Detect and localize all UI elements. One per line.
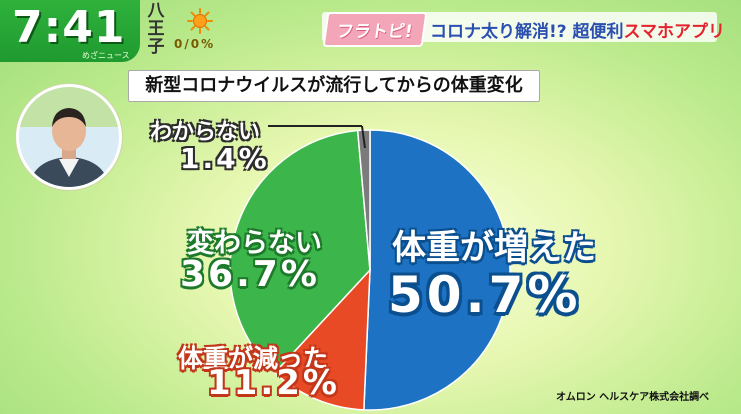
slice-label-unchanged: 変わらない — [187, 228, 322, 259]
clock-time: 7:41 — [12, 2, 126, 53]
pie-slice-decreased — [273, 267, 371, 411]
weather-location: 八 王 子 — [145, 2, 167, 56]
headline-main: コロナ太り解消!? 超便利 — [430, 22, 624, 42]
chart-title: 新型コロナウイルスが流行してからの体重変化 — [128, 70, 540, 102]
leader-line — [361, 125, 366, 149]
source-note: オムロン ヘルスケア株式会社調べ — [556, 392, 710, 403]
slice-value-increased: 50.7% — [388, 266, 582, 324]
channel-brand: めざニュース — [82, 51, 130, 60]
location-char: 子 — [147, 37, 165, 57]
slice-value-unchanged: 36.7% — [180, 254, 320, 295]
clock-panel: 7:41 めざニュース — [0, 0, 140, 62]
pie-slice-unknown — [356, 129, 371, 271]
headline-accent: スマホアプリ — [623, 22, 726, 42]
slice-value-decreased: 11.2% — [207, 363, 340, 403]
headline-text: コロナ太り解消!? 超便利スマホアプリ — [430, 17, 725, 42]
pie-slice-unchanged — [229, 129, 371, 374]
precipitation-chance: 0/0% — [174, 37, 216, 51]
sun-icon — [187, 8, 213, 34]
location-char: 王 — [147, 19, 165, 39]
slice-label-increased: 体重が増えた — [392, 228, 596, 268]
slice-value-unknown: 1.4% — [180, 142, 270, 175]
location-char: 八 — [147, 1, 165, 21]
slice-label-unknown: わからない — [150, 120, 261, 145]
pie-slice-increased — [363, 129, 511, 411]
slice-label-decreased: 体重が減った — [178, 344, 329, 373]
